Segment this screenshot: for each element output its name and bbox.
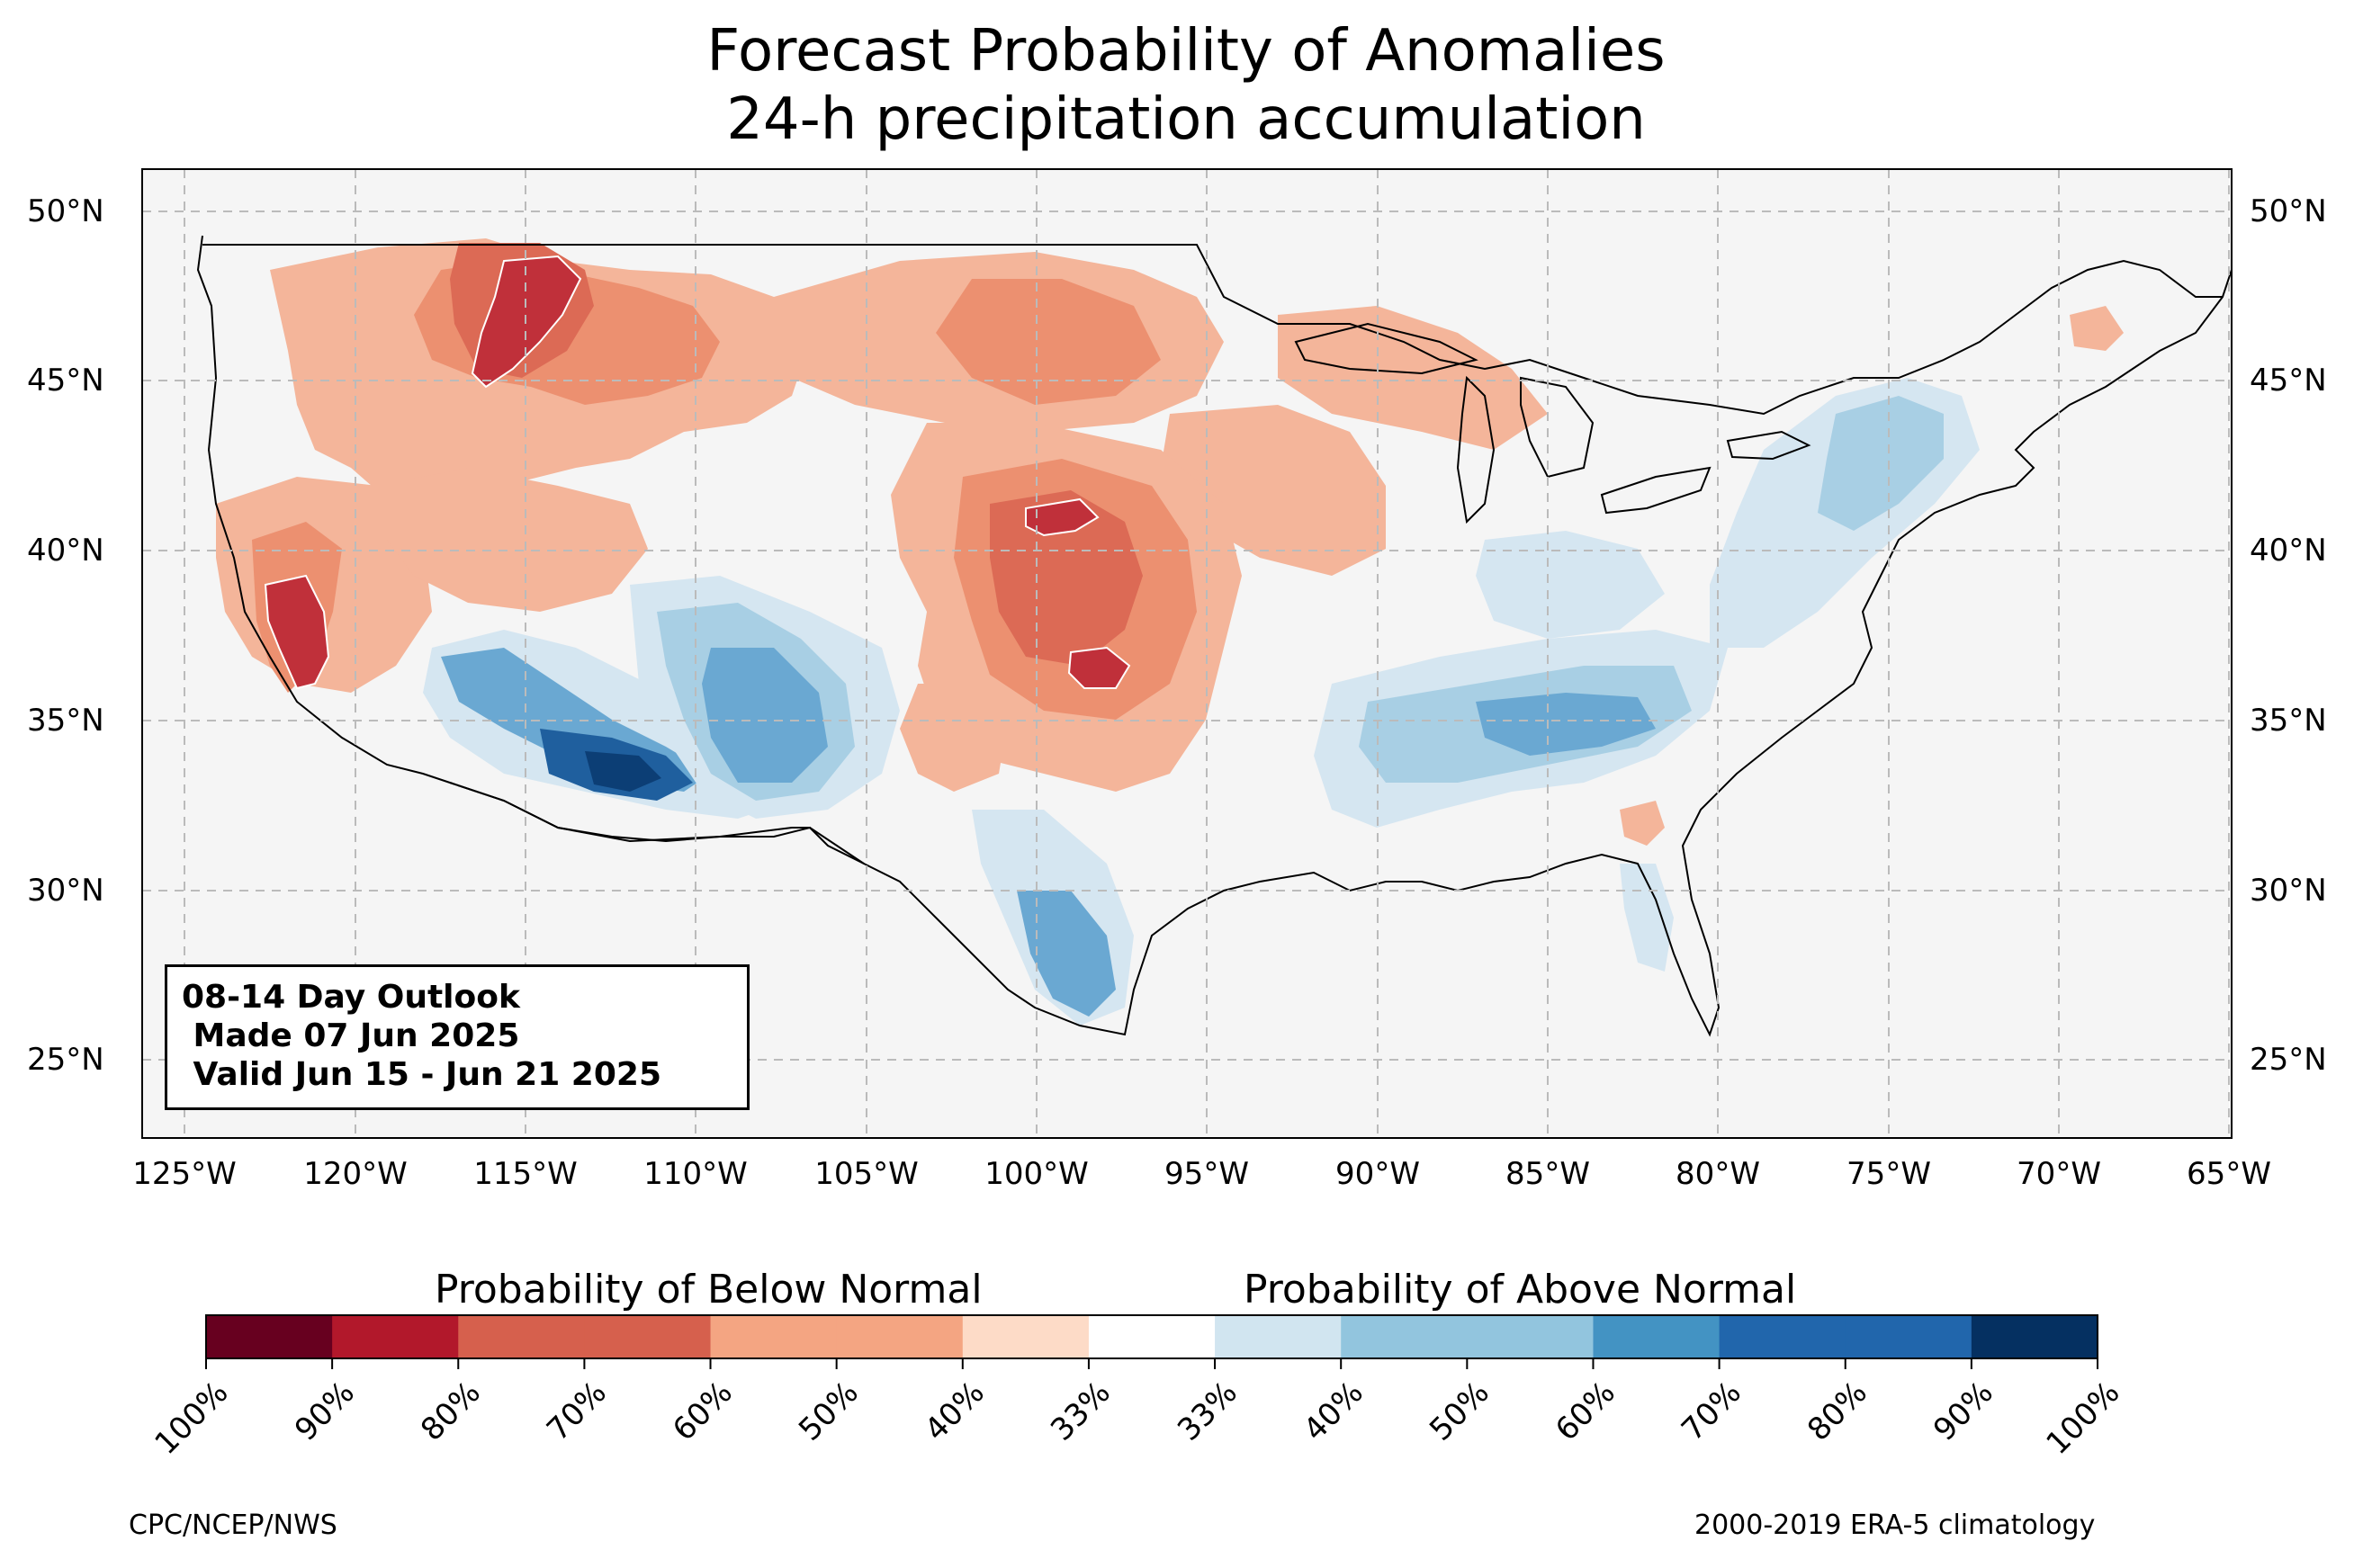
colorbar-swatch bbox=[584, 1315, 712, 1358]
below-normal-california-core bbox=[264, 574, 330, 690]
below-normal-georgia bbox=[1620, 801, 1665, 846]
outlook-period: 08-14 Day Outlook bbox=[182, 979, 520, 1016]
lon-label-95w: 95°W bbox=[1164, 1156, 1249, 1192]
gridlines bbox=[142, 169, 2232, 1138]
below-normal-nebraska-peak bbox=[1025, 497, 1100, 537]
footer-climatology: 2000-2019 ERA-5 climatology bbox=[1694, 1510, 2096, 1541]
colorbar-swatch bbox=[1971, 1315, 2098, 1358]
lat-label-left-25: 25°N bbox=[27, 1042, 104, 1078]
lake-superior bbox=[1294, 322, 1478, 375]
colorbar-swatch bbox=[1845, 1315, 1972, 1358]
colorbar-swatch bbox=[332, 1315, 459, 1358]
outlook-info-box: 08-14 Day Outlook Made 07 Jun 2025 Valid… bbox=[165, 964, 750, 1110]
below-normal-texas-panhandle bbox=[900, 684, 1008, 792]
below-normal-great-lakes bbox=[1278, 306, 1548, 450]
anomaly-layer bbox=[216, 238, 2124, 1026]
lat-label-right-35: 35°N bbox=[2250, 703, 2327, 739]
above-normal-new-mexico bbox=[702, 648, 828, 783]
lon-label-105w: 105°W bbox=[814, 1156, 919, 1192]
lon-label-125w: 125°W bbox=[132, 1156, 237, 1192]
below-normal-nevada-utah bbox=[378, 468, 648, 612]
colorbar-swatch bbox=[1467, 1315, 1594, 1358]
colorbar-swatch bbox=[1341, 1315, 1468, 1358]
lake-erie bbox=[1600, 466, 1712, 515]
title-line-1: Forecast Probability of Anomalies bbox=[706, 18, 1666, 85]
lon-label-65w: 65°W bbox=[2187, 1156, 2271, 1192]
colorbar-swatch bbox=[1593, 1315, 1721, 1358]
lon-label-110w: 110°W bbox=[643, 1156, 748, 1192]
above-normal-arizona-peak bbox=[585, 751, 661, 792]
conus-outline bbox=[196, 235, 2232, 1037]
below-normal-dakotas bbox=[936, 279, 1161, 405]
colorbar-swatch bbox=[962, 1315, 1090, 1358]
colorbar-swatch bbox=[458, 1315, 585, 1358]
colorbar-swatch bbox=[206, 1315, 333, 1358]
colorbar-swatch bbox=[710, 1315, 838, 1358]
lat-label-right-25: 25°N bbox=[2250, 1042, 2327, 1078]
colorbar-swatch bbox=[836, 1315, 964, 1358]
mexico-border bbox=[449, 782, 865, 865]
colorbar-swatch bbox=[1719, 1315, 1846, 1358]
colorbar bbox=[205, 1314, 2098, 1369]
lat-label-right-30: 30°N bbox=[2250, 873, 2327, 909]
legend-below-heading: Probability of Below Normal bbox=[435, 1267, 983, 1313]
below-normal-kansas-core bbox=[990, 490, 1143, 666]
below-normal-oklahoma-peak bbox=[1067, 646, 1131, 689]
lat-label-left-30: 30°N bbox=[27, 873, 104, 909]
lon-label-115w: 115°W bbox=[473, 1156, 578, 1192]
lon-label-70w: 70°W bbox=[2017, 1156, 2101, 1192]
below-normal-maine bbox=[2070, 306, 2124, 351]
above-normal-ohio-valley bbox=[1476, 531, 1665, 639]
lat-label-right-40: 40°N bbox=[2250, 533, 2327, 569]
above-normal-northeast bbox=[1818, 396, 1944, 531]
lat-label-left-45: 45°N bbox=[27, 363, 104, 399]
above-normal-texas-mid bbox=[1017, 891, 1116, 1017]
lat-label-left-40: 40°N bbox=[27, 533, 104, 569]
lon-label-80w: 80°W bbox=[1676, 1156, 1760, 1192]
northern-border bbox=[202, 244, 2223, 416]
colorbar-swatch bbox=[1215, 1315, 1342, 1358]
lon-label-100w: 100°W bbox=[984, 1156, 1089, 1192]
made-date: Made 07 Jun 2025 bbox=[182, 1017, 520, 1054]
lake-huron bbox=[1520, 376, 1595, 479]
colorbar-frame bbox=[205, 1314, 2098, 1359]
lon-label-120w: 120°W bbox=[303, 1156, 408, 1192]
lat-label-left-50: 50°N bbox=[27, 193, 104, 229]
lake-ontario bbox=[1726, 430, 1811, 461]
lon-label-75w: 75°W bbox=[1846, 1156, 1931, 1192]
title-line-2: 24-h precipitation accumulation bbox=[726, 86, 1646, 153]
legend-above-heading: Probability of Above Normal bbox=[1244, 1267, 1797, 1313]
above-normal-tennessee bbox=[1476, 693, 1656, 756]
lat-label-left-35: 35°N bbox=[27, 703, 104, 739]
colorbar-swatch bbox=[1088, 1315, 1216, 1358]
lat-label-right-50: 50°N bbox=[2250, 193, 2327, 229]
map-frame bbox=[141, 168, 2233, 1139]
valid-range: Valid Jun 15 - Jun 21 2025 bbox=[182, 1056, 662, 1093]
lon-label-85w: 85°W bbox=[1505, 1156, 1590, 1192]
lon-label-90w: 90°W bbox=[1335, 1156, 1420, 1192]
lat-label-right-45: 45°N bbox=[2250, 363, 2327, 399]
footer-source: CPC/NCEP/NWS bbox=[129, 1510, 337, 1541]
lake-michigan bbox=[1456, 375, 1496, 524]
